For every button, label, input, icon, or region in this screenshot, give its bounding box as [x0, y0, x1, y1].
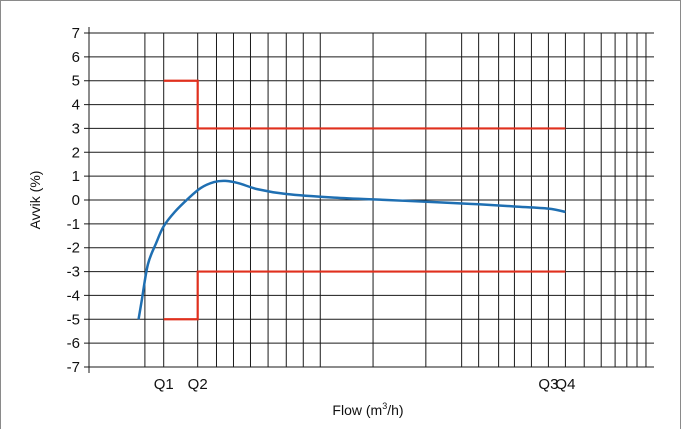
y-tick-label: 6 — [72, 49, 80, 66]
y-tick-label: 2 — [72, 144, 80, 161]
y-tick-label: 1 — [72, 168, 80, 185]
y-tick-label: 3 — [72, 120, 80, 137]
y-tick-label: -7 — [67, 359, 80, 376]
x-tick-label: Q2 — [188, 376, 208, 393]
y-tick-label: 0 — [72, 192, 80, 209]
gridlines — [84, 27, 654, 373]
x-tick-label: Q3 — [538, 376, 558, 393]
y-tick-label: 4 — [72, 97, 80, 114]
y-tick-label: 5 — [72, 73, 80, 90]
x-axis-label: Flow (m3/h) — [332, 401, 403, 418]
error-curve-line — [137, 179, 566, 320]
y-tick-label: -6 — [67, 335, 80, 352]
y-tick-label: -5 — [67, 311, 80, 328]
x-tick-label: Q4 — [555, 376, 575, 393]
series-layer — [137, 79, 566, 321]
y-tick-label: -1 — [67, 216, 80, 233]
y-tick-label: -2 — [67, 240, 80, 257]
y-axis-label: Avvik (%) — [27, 171, 43, 230]
y-tick-label: 7 — [72, 25, 80, 42]
y-tick-label: -4 — [67, 287, 80, 304]
upper-limit-line — [163, 79, 566, 130]
x-tick-label: Q1 — [154, 376, 174, 393]
lower-limit-line — [163, 270, 566, 321]
y-tick-label: -3 — [67, 264, 80, 281]
